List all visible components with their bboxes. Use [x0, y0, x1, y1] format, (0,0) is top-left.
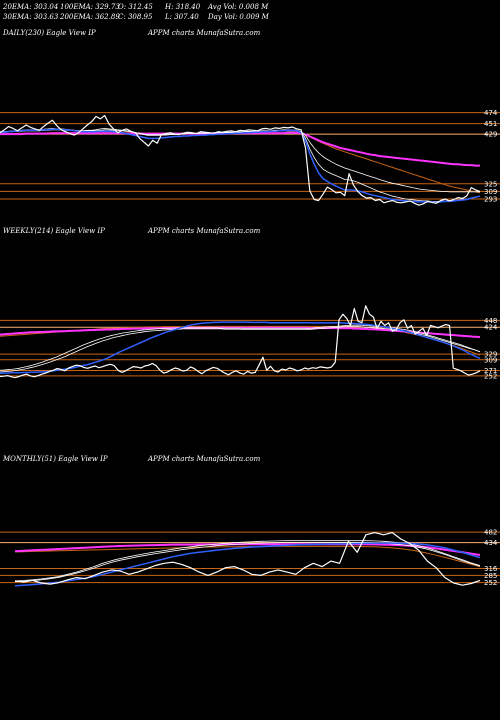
panel-label-1: WEEKLY(214) Eagle View IP	[3, 227, 105, 235]
y-tick-label-2-3: 285	[484, 572, 497, 580]
panel-title-0: APPM charts MunafaSutra.com	[147, 29, 261, 37]
y-tick-label-0-1: 451	[484, 120, 497, 128]
y-tick-label-1-2: 329	[484, 351, 497, 359]
y-tick-label-0-2: 429	[484, 131, 497, 139]
price-line-1	[0, 305, 481, 379]
y-tick-label-0-5: 293	[484, 196, 497, 204]
panel-label-2: MONTHLY(51) Eagle View IP	[2, 455, 108, 463]
ema30-stat: 30EMA: 303.63	[3, 13, 59, 21]
y-tick-label-2-1: 434	[484, 539, 498, 547]
y-tick-label-1-4: 271	[484, 367, 497, 375]
y-tick-label-2-2: 316	[484, 565, 498, 573]
panel-label-0: DAILY(230) Eagle View IP	[2, 29, 96, 37]
y-tick-label-1-3: 309	[484, 356, 497, 364]
open-stat: O: 312.45	[118, 3, 153, 11]
ema-white1-line-0	[0, 127, 481, 202]
ema-white1-line-1	[0, 324, 481, 371]
ema-brown-line-2	[14, 545, 481, 568]
y-tick-label-2-4: 252	[484, 579, 497, 587]
ema-white2-line-2	[14, 542, 481, 583]
low-stat: L: 307.40	[165, 13, 199, 21]
ema-magenta-line-0	[0, 131, 480, 167]
y-tick-label-0-3: 325	[484, 180, 497, 188]
y-tick-label-1-0: 448	[484, 317, 497, 325]
y-tick-label-1-5: 252	[484, 372, 497, 380]
avg-vol-stat: Avg Vol: 0.008 M	[208, 3, 269, 11]
day-vol-stat: Day Vol: 0.009 M	[208, 13, 269, 21]
close-stat: C: 308.95	[118, 13, 153, 21]
ema20-stat: 20EMA: 303.04	[3, 3, 59, 11]
ema-blue-line-2	[14, 542, 481, 587]
ema-magenta-line-2	[14, 543, 481, 556]
price-line-2	[14, 531, 481, 586]
ema-white2-line-0	[0, 129, 480, 193]
ema200-stat: 200EMA: 362.89	[60, 13, 120, 21]
y-tick-label-1-1: 424	[484, 324, 498, 332]
y-tick-label-2-0: 482	[484, 529, 497, 537]
panel-title-2: APPM charts MunafaSutra.com	[147, 455, 261, 463]
ema100-stat: 100EMA: 329.73	[60, 3, 120, 11]
y-tick-label-0-0: 474	[484, 109, 498, 117]
panel-title-1: APPM charts MunafaSutra.com	[147, 227, 261, 235]
y-tick-label-0-4: 309	[484, 188, 497, 196]
high-stat: H: 318.40	[165, 3, 201, 11]
price-line-0	[0, 114, 481, 206]
